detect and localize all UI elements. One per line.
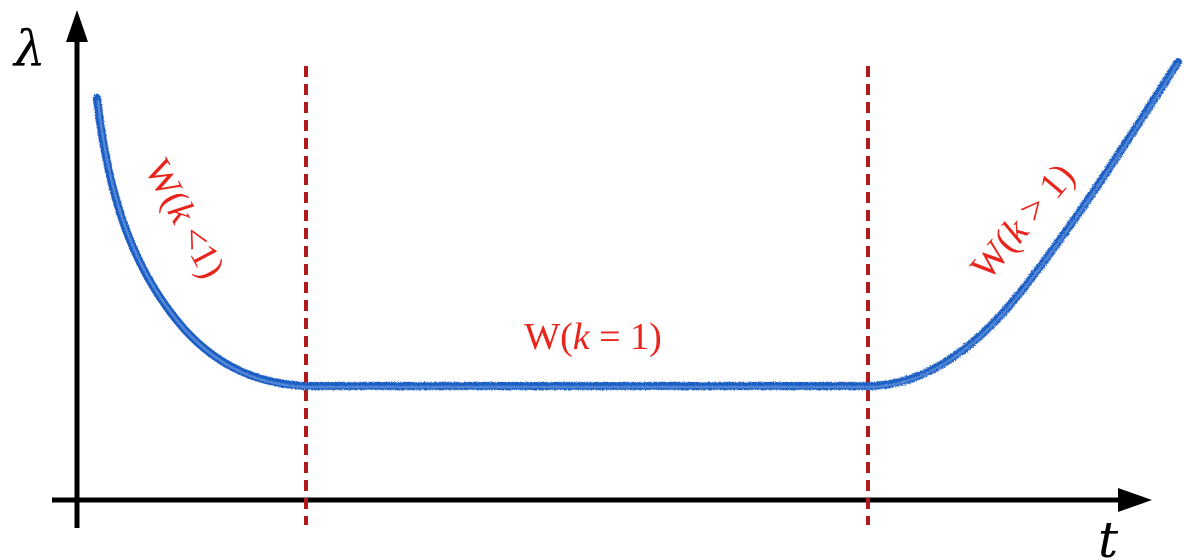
region-labels: W(k <1) W(k = 1) W(k > 1) (136, 153, 1083, 358)
hazard-curve (93, 58, 1182, 390)
curve-texture (96, 62, 1180, 389)
axes: λ t (12, 10, 1152, 560)
label-useful-life: W(k = 1) (524, 316, 662, 358)
label-infant-mortality: W(k <1) (136, 153, 233, 286)
label-wear-out: W(k > 1) (963, 155, 1084, 287)
y-axis-arrowhead (66, 10, 88, 42)
region-dividers (304, 66, 870, 525)
x-axis-arrowhead (1118, 488, 1152, 512)
x-axis-label: t (1098, 511, 1119, 560)
y-axis-label: λ (12, 20, 46, 78)
